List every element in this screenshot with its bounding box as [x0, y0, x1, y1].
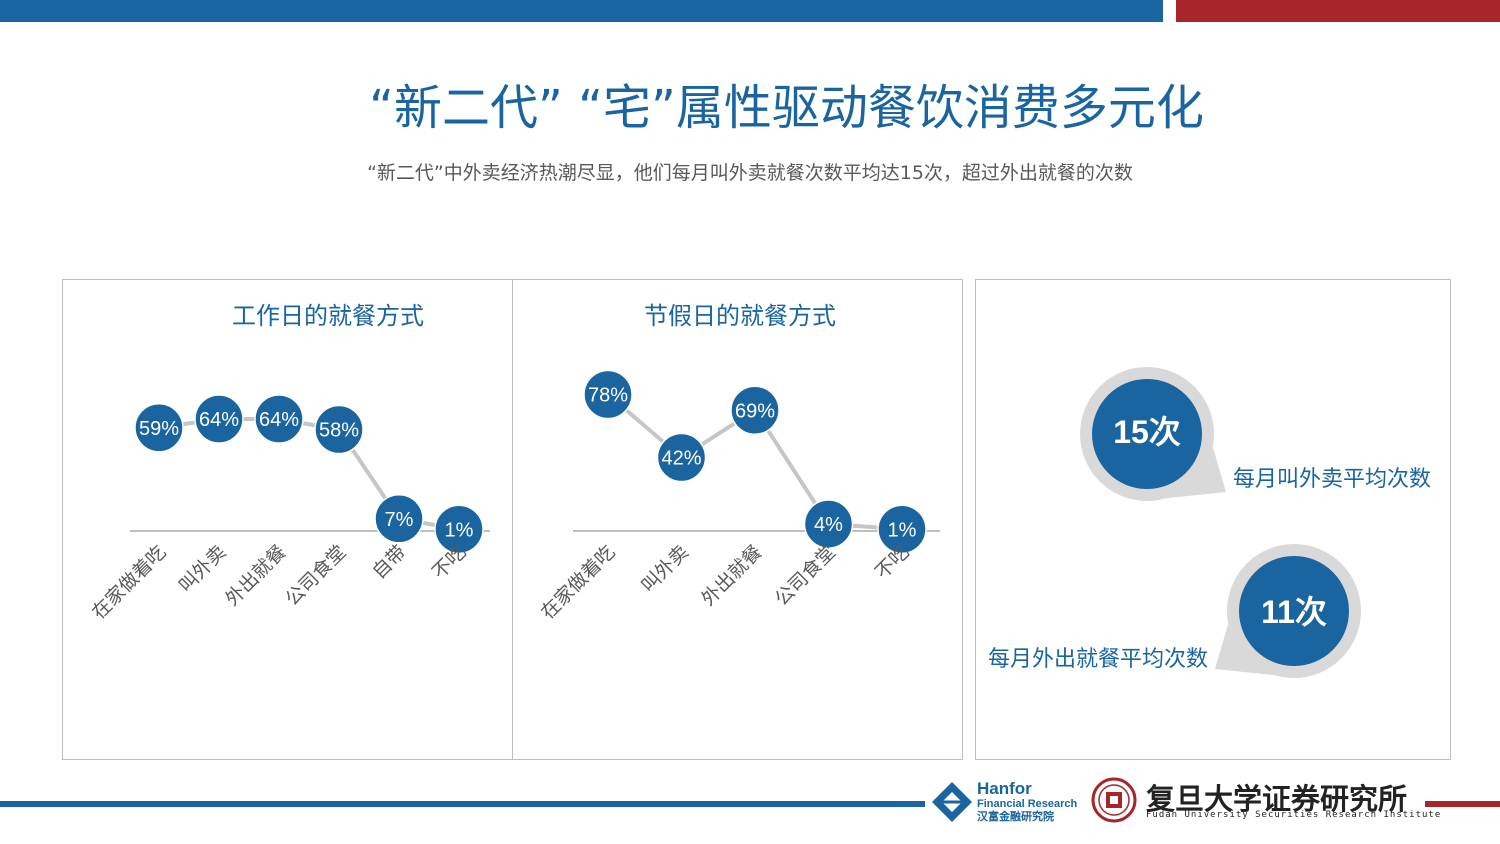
- workday-point: [434, 504, 484, 554]
- workday-data-label: 1%: [445, 519, 474, 541]
- top-bar-blue: [0, 0, 1163, 22]
- holiday-data-label: 69%: [735, 400, 775, 422]
- workday-data-label: 58%: [319, 420, 359, 442]
- workday-chart-title: 工作日的就餐方式: [232, 302, 424, 330]
- holiday-point: [877, 504, 927, 554]
- stat-badge-dine-out: [1215, 544, 1361, 678]
- workday-point: [374, 494, 424, 544]
- slide-subtitle: “新二代”中外卖经济热潮尽显，他们每月叫外卖就餐次数平均达15次，超过外出就餐的…: [367, 162, 1133, 184]
- stat-takeout-value: 15次: [1113, 414, 1181, 450]
- workday-data-label: 59%: [139, 418, 179, 440]
- holiday-data-label: 4%: [814, 514, 843, 536]
- workday-point: [134, 403, 184, 453]
- footer-line-blue: [0, 801, 925, 807]
- stat-badge-takeout: [1080, 367, 1226, 501]
- holiday-point: [803, 499, 854, 549]
- fudan-name-cn: 复旦大学证券研究所: [1146, 782, 1408, 816]
- stats-panel: [975, 279, 1451, 760]
- holiday-data-label: 42%: [661, 448, 701, 470]
- workday-data-label: 7%: [385, 509, 414, 531]
- workday-data-label: 64%: [199, 409, 239, 431]
- stat-takeout-label: 每月叫外卖平均次数: [1233, 467, 1432, 492]
- footer-line-red: [1425, 801, 1500, 807]
- hanfor-wordmark: Hanfor Financial Research 汉富金融研究院: [977, 779, 1078, 824]
- fudan-name-en: Fudan University Securities Research Ins…: [1146, 810, 1442, 820]
- workday-point: [314, 404, 364, 455]
- top-bar-red: [1176, 0, 1500, 22]
- holiday-point: [656, 432, 707, 483]
- stat-dine-out-label: 每月外出就餐平均次数: [988, 647, 1209, 672]
- panel-divider: [512, 279, 513, 759]
- holiday-data-label: 78%: [588, 385, 628, 407]
- holiday-data-label: 1%: [888, 519, 917, 541]
- holiday-point: [730, 385, 780, 435]
- workday-point: [194, 394, 244, 444]
- slide-title: “新二代” “宅”属性驱动餐饮消费多元化: [369, 80, 1204, 136]
- holiday-chart-title: 节假日的就餐方式: [644, 302, 836, 330]
- holiday-point: [583, 369, 633, 420]
- stat-dine-out-value: 11次: [1261, 594, 1327, 630]
- workday-data-label: 64%: [259, 409, 299, 431]
- workday-point: [254, 394, 304, 444]
